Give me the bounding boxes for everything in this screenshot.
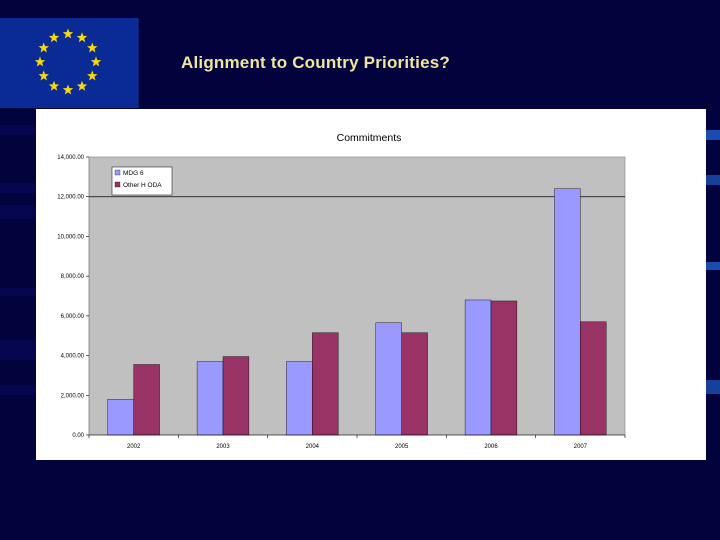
bars [107, 188, 607, 436]
eu-stars-icon [34, 28, 102, 95]
star-icon [87, 70, 98, 81]
star-icon [48, 80, 60, 91]
x-tick-label: 2005 [395, 444, 409, 450]
bar-mdg6-2007 [554, 188, 581, 436]
bar-mdg6-2006 [464, 299, 492, 436]
bar-chart: Commitments 0.00 2,000.00 4,000.00 6,000.00… [57, 132, 626, 450]
star-icon [38, 70, 49, 81]
legend-swatch [114, 169, 121, 176]
legend: MDG 6 Other H ODA [111, 166, 173, 196]
chart-panel: Commitments 0.00 2,000.00 4,000.00 6,000.00… [36, 109, 706, 460]
star-icon [76, 80, 88, 91]
star-icon [90, 56, 102, 67]
bar-mdg6-2004 [286, 361, 313, 436]
y-tick-label: 2,000.00 [61, 393, 85, 399]
bar-other-h-oda-2003 [222, 356, 250, 436]
bar-mdg6-2005 [375, 322, 402, 436]
x-tick-label: 2006 [484, 444, 498, 450]
eu-flag-logo [0, 18, 139, 108]
legend-label: Other H ODA [123, 182, 162, 189]
y-tick-label: 10,000.00 [57, 234, 84, 240]
star-icon [34, 56, 46, 67]
bar-other-h-oda-2004 [312, 332, 339, 436]
x-tick-label: 2003 [216, 444, 230, 450]
plot-area [88, 156, 626, 436]
y-tick-label: 0.00 [72, 433, 84, 439]
x-tick-label: 2007 [574, 444, 588, 450]
legend-swatch [114, 181, 121, 188]
bar-mdg6-2002 [107, 399, 134, 436]
star-icon [76, 32, 88, 43]
slide-title: Alignment to Country Priorities? [181, 53, 450, 72]
chart-title: Commitments [337, 132, 402, 144]
legend-box [111, 166, 173, 196]
y-tick-label: 6,000.00 [61, 314, 85, 320]
star-icon [87, 42, 98, 53]
x-tick-label: 2004 [306, 444, 320, 450]
y-tick-label: 4,000.00 [61, 354, 85, 360]
star-icon [38, 42, 49, 53]
y-tick-label: 14,000.00 [57, 155, 84, 161]
y-axis: 0.00 2,000.00 4,000.00 6,000.00 8,000.00 10,0… [57, 155, 90, 439]
legend-label: MDG 6 [123, 170, 144, 177]
y-tick-label: 12,000.00 [57, 195, 84, 201]
star-icon [62, 84, 74, 95]
bar-other-h-oda-2006 [490, 300, 518, 436]
x-tick-label: 2002 [127, 444, 141, 450]
bar-other-h-oda-2007 [580, 321, 607, 436]
bar-other-h-oda-2002 [133, 364, 160, 436]
bar-mdg6-2003 [196, 361, 224, 436]
bar-other-h-oda-2005 [401, 332, 428, 436]
y-tick-label: 8,000.00 [61, 274, 85, 280]
star-icon [62, 28, 74, 39]
x-axis: 2002 2003 2004 2005 2006 2007 [88, 434, 626, 450]
star-icon [48, 32, 60, 43]
